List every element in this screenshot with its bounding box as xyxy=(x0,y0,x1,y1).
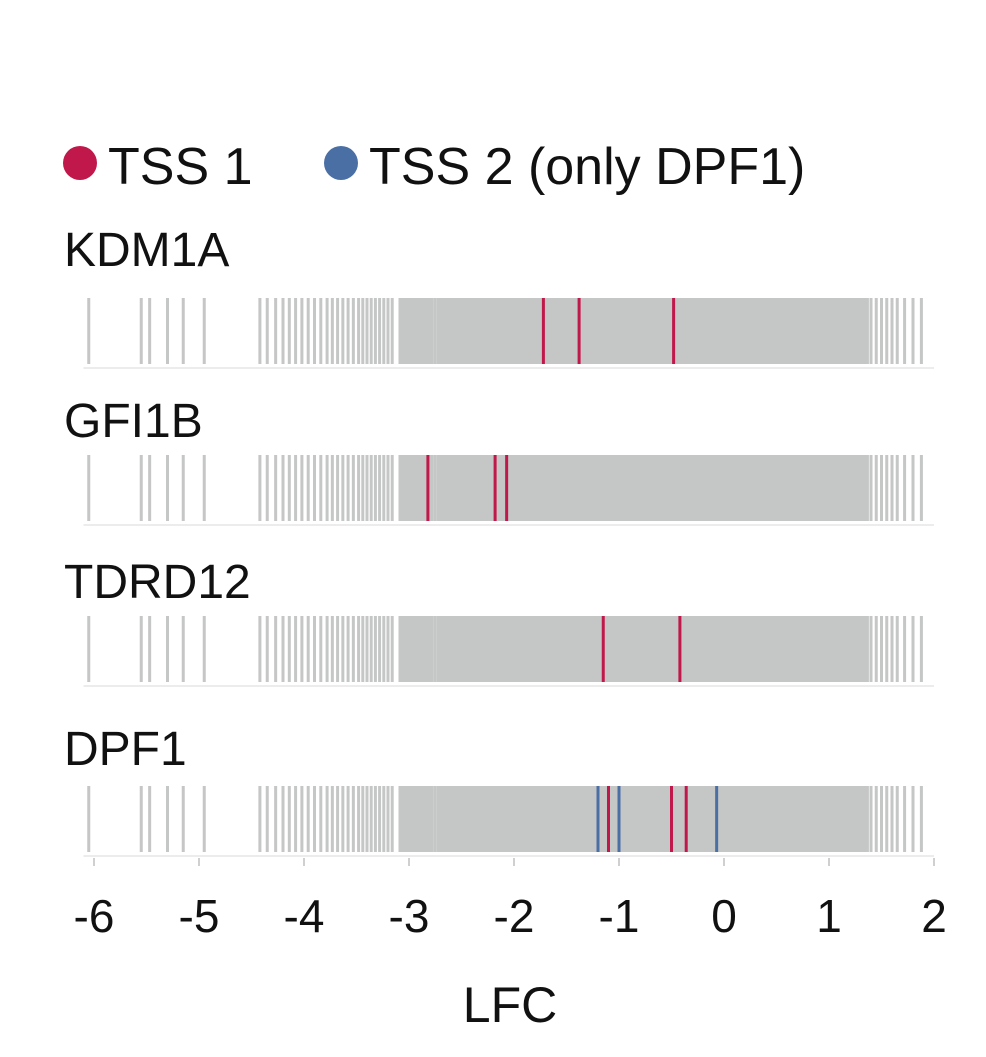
x-tick-label: -3 xyxy=(389,890,430,942)
x-tick-label: -2 xyxy=(494,890,535,942)
x-axis: -6 -5 -4 -3 -2 -1 0 1 2 xyxy=(74,858,947,942)
legend-label-tss1: TSS 1 xyxy=(108,138,253,196)
x-tick-label: 0 xyxy=(711,890,737,942)
x-tick-label: -6 xyxy=(74,890,115,942)
background-density-band xyxy=(398,786,869,852)
background-density-band xyxy=(398,616,869,682)
gene-label-tdrd12: TDRD12 xyxy=(64,556,251,609)
track-kdm1a xyxy=(83,298,934,369)
x-tick-label: -5 xyxy=(179,890,220,942)
x-tick-label: 1 xyxy=(816,890,842,942)
legend-label-tss2: TSS 2 (only DPF1) xyxy=(369,138,805,196)
gene-label-kdm1a: KDM1A xyxy=(64,224,229,277)
gene-label-gfi1b: GFI1B xyxy=(64,395,203,448)
gene-label-dpf1: DPF1 xyxy=(64,723,187,776)
legend-marker-tss1 xyxy=(63,146,97,180)
track-tdrd12 xyxy=(83,616,934,687)
gene-tracks: KDM1A GFI1B TDRD12 DPF1 xyxy=(64,224,934,857)
x-axis-label: LFC xyxy=(463,977,557,1033)
x-tick-label: 2 xyxy=(921,890,947,942)
track-dpf1 xyxy=(83,786,934,857)
x-tick-label: -4 xyxy=(284,890,325,942)
track-gfi1b xyxy=(83,455,934,526)
background-density-band xyxy=(398,455,869,521)
legend: TSS 1 TSS 2 (only DPF1) xyxy=(63,138,805,196)
background-density-band xyxy=(398,298,869,364)
legend-marker-tss2 xyxy=(324,146,358,180)
x-tick-label: -1 xyxy=(599,890,640,942)
